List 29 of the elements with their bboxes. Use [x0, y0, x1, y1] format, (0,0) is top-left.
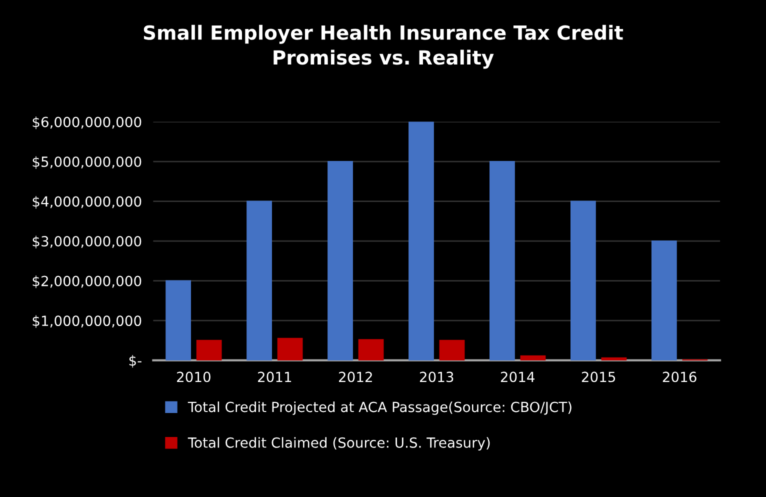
bar — [520, 355, 546, 360]
legend-label: Total Credit Projected at ACA Passage(Source: CBO/JCT) — [188, 401, 572, 415]
bar — [328, 160, 353, 360]
x-tick-label: 2012 — [338, 372, 372, 382]
bar — [570, 200, 596, 360]
y-tick-label: $4,000,000,000 — [32, 196, 142, 209]
legend-label: Total Credit Claimed (Source: U.S. Treasury) — [188, 437, 490, 451]
bar — [196, 340, 222, 360]
x-tick-label: 2015 — [582, 372, 616, 382]
bar — [358, 339, 384, 360]
y-tick-label: $5,000,000,000 — [32, 156, 142, 169]
x-tick-label: 2013 — [420, 372, 454, 382]
x-tick-label: 2014 — [500, 372, 534, 382]
bar — [277, 338, 303, 360]
bar — [490, 160, 515, 360]
chart-title: Small Employer Health Insurance Tax Credit Promises vs. Reality — [144, 24, 624, 69]
bar — [166, 280, 192, 360]
y-tick-label: $6,000,000,000 — [32, 116, 142, 130]
bar — [408, 122, 434, 360]
y-tick-label: $- — [129, 355, 142, 368]
y-tick-label: $3,000,000,000 — [32, 236, 142, 248]
x-tick-label: 2016 — [662, 372, 696, 382]
x-tick-label: 2010 — [177, 372, 210, 382]
x-tick-label: 2011 — [258, 372, 292, 382]
y-tick-label: $2,000,000,000 — [32, 276, 142, 288]
bar — [439, 340, 465, 360]
bar — [246, 200, 272, 360]
bar — [651, 240, 677, 360]
y-tick-label: $1,000,000,000 — [32, 315, 142, 328]
